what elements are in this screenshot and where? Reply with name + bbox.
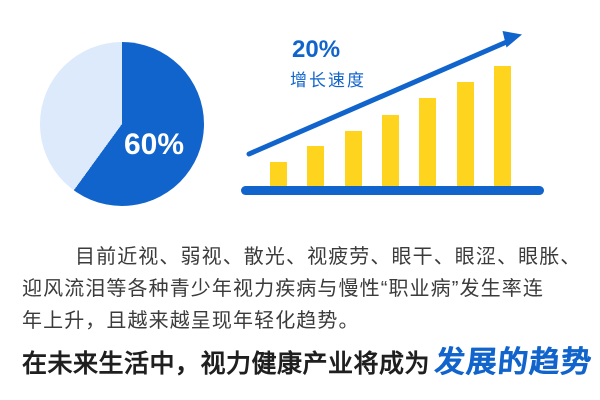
pie-chart: 60% <box>40 42 204 206</box>
chart-baseline <box>241 186 544 195</box>
bar <box>381 115 399 186</box>
paragraph-line: 年上升，且越来越呈现年轻化趋势。 <box>22 310 360 332</box>
growth-caption-label: 增长速度 <box>290 71 366 90</box>
headline: 在未来生活中，视力健康产业将成为 发展的趋势 <box>22 337 594 381</box>
headline-highlight-text: 发展的趋势 <box>433 346 594 379</box>
bar <box>307 146 325 186</box>
bar <box>344 131 362 186</box>
bar <box>493 66 511 186</box>
bar <box>419 98 437 186</box>
paragraph-line: 迎风流泪等各种青少年视力疾病与慢性“职业病”发生率连 <box>22 278 544 300</box>
headline-prefix-text: 在未来生活中，视力健康产业将成为 <box>22 350 431 378</box>
pie-percent-label: 60% <box>124 128 185 161</box>
bar <box>456 82 474 186</box>
body-paragraph: 目前近视、弱视、散光、视疲劳、眼干、眼涩、眼胀、 迎风流泪等各种青少年视力疾病与… <box>22 241 588 337</box>
paragraph-line: 目前近视、弱视、散光、视疲劳、眼干、眼涩、眼胀、 <box>75 246 582 268</box>
growth-bar-chart: 20% 增长速度 <box>240 28 546 195</box>
bar <box>270 162 287 186</box>
growth-rate-label: 20% <box>292 36 341 63</box>
trend-arrow-icon <box>246 31 522 157</box>
